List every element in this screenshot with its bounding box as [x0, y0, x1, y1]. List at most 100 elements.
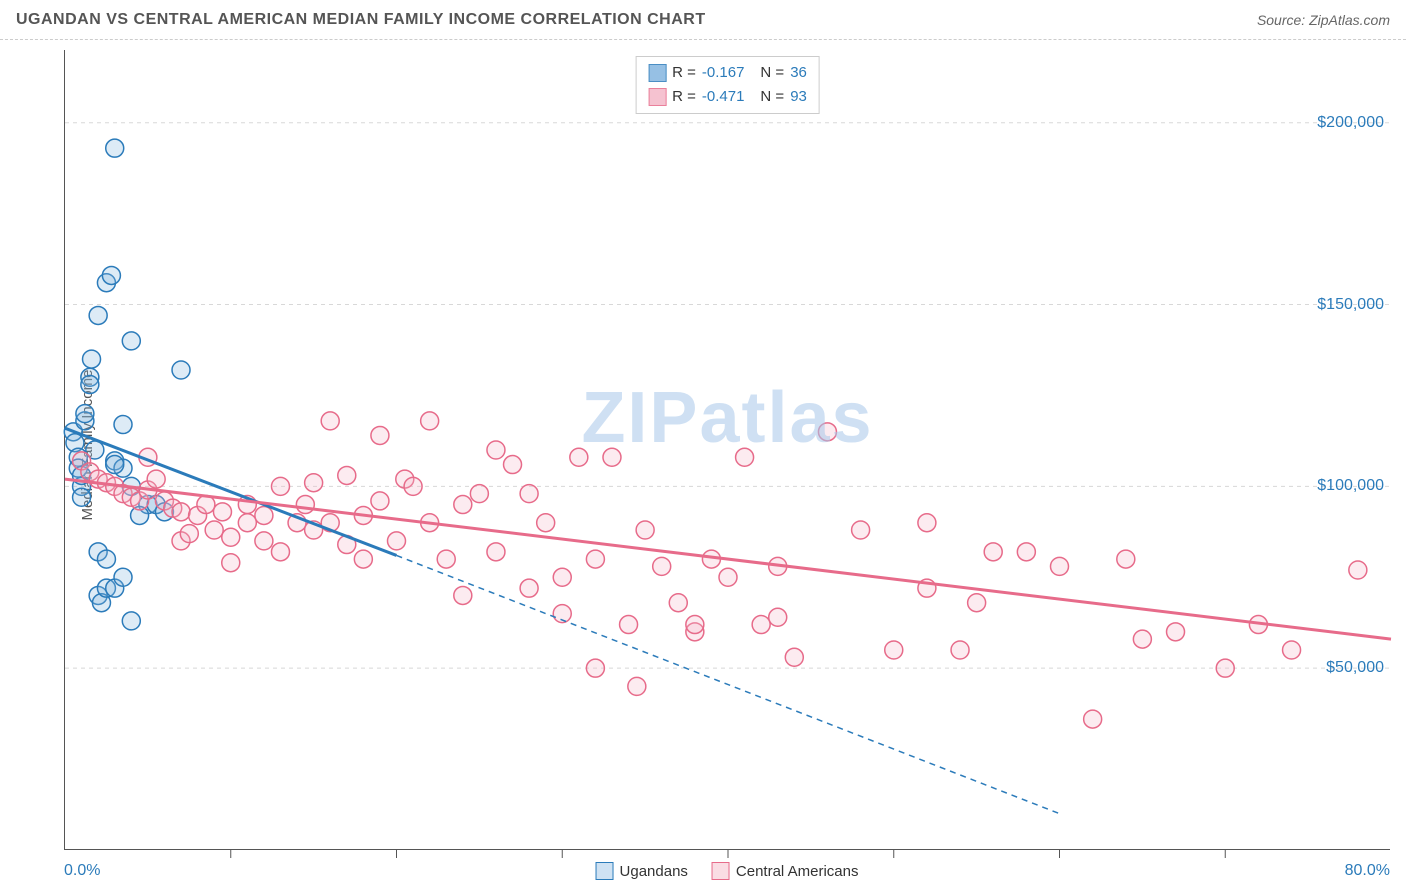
data-point [818, 423, 836, 441]
data-point [454, 496, 472, 514]
data-point [238, 514, 256, 532]
data-point [1349, 561, 1367, 579]
data-point [437, 550, 455, 568]
trend-line [65, 479, 1391, 639]
data-point [97, 550, 115, 568]
trend-line-dashed [397, 555, 1060, 813]
data-point [404, 477, 422, 495]
data-point [1084, 710, 1102, 728]
data-point [653, 557, 671, 575]
data-point [454, 586, 472, 604]
data-point [114, 416, 132, 434]
data-point [114, 568, 132, 586]
data-point [1283, 641, 1301, 659]
r-label: R = [672, 61, 696, 85]
y-tick-label: $50,000 [1326, 659, 1384, 677]
data-point [321, 412, 339, 430]
data-point [172, 503, 190, 521]
legend-item: Ugandans [596, 862, 688, 880]
chart-area: Median Family Income ZIPatlas R = -0.167… [16, 40, 1390, 850]
data-point [388, 532, 406, 550]
data-point [504, 456, 522, 474]
data-point [570, 448, 588, 466]
data-point [537, 514, 555, 532]
data-point [1017, 543, 1035, 561]
data-point [76, 405, 94, 423]
source-label: Source: ZipAtlas.com [1257, 12, 1390, 28]
data-point [487, 543, 505, 561]
data-point [222, 554, 240, 572]
data-point [271, 477, 289, 495]
stats-box: R = -0.167N = 36R = -0.471 N = 93 [635, 56, 820, 114]
data-point [1051, 557, 1069, 575]
data-point [83, 350, 101, 368]
data-point [984, 543, 1002, 561]
data-point [620, 616, 638, 634]
stats-row: R = -0.167N = 36 [648, 61, 807, 85]
legend-swatch [712, 862, 730, 880]
data-point [487, 441, 505, 459]
data-point [296, 496, 314, 514]
data-point [255, 506, 273, 524]
legend-bottom: Ugandans Central Americans [596, 862, 859, 880]
chart-svg [65, 50, 1390, 849]
data-point [719, 568, 737, 586]
data-point [222, 528, 240, 546]
data-point [603, 448, 621, 466]
header: UGANDAN VS CENTRAL AMERICAN MEDIAN FAMIL… [0, 0, 1406, 40]
y-tick-label: $200,000 [1317, 114, 1384, 132]
data-point [669, 594, 687, 612]
data-point [1133, 630, 1151, 648]
data-point [180, 525, 198, 543]
data-point [470, 485, 488, 503]
data-point [968, 594, 986, 612]
r-value: -0.471 [702, 85, 745, 109]
data-point [106, 139, 124, 157]
chart-title: UGANDAN VS CENTRAL AMERICAN MEDIAN FAMIL… [16, 11, 706, 29]
data-point [686, 616, 704, 634]
data-point [586, 550, 604, 568]
data-point [371, 492, 389, 510]
data-point [1216, 659, 1234, 677]
data-point [106, 456, 124, 474]
data-point [371, 426, 389, 444]
r-label: R = [672, 85, 696, 109]
data-point [520, 579, 538, 597]
data-point [81, 376, 99, 394]
data-point [305, 474, 323, 492]
data-point [553, 568, 571, 586]
x-axis-min: 0.0% [64, 862, 100, 880]
data-point [951, 641, 969, 659]
n-label: N = [760, 85, 784, 109]
legend-label: Central Americans [736, 863, 859, 880]
y-tick-label: $150,000 [1317, 296, 1384, 314]
data-point [172, 361, 190, 379]
footer: 0.0% UgandansCentral Americans 80.0% [64, 850, 1390, 892]
data-point [102, 266, 120, 284]
n-value: 93 [790, 85, 807, 109]
data-point [89, 306, 107, 324]
data-point [736, 448, 754, 466]
stats-row: R = -0.471 N = 93 [648, 85, 807, 109]
legend-label: Ugandans [620, 863, 688, 880]
data-point [73, 488, 91, 506]
data-point [520, 485, 538, 503]
data-point [354, 550, 372, 568]
data-point [338, 466, 356, 484]
data-point [852, 521, 870, 539]
data-point [1117, 550, 1135, 568]
n-value: 36 [790, 61, 807, 85]
plot-region: ZIPatlas R = -0.167N = 36R = -0.471N = 9… [64, 50, 1390, 850]
data-point [636, 521, 654, 539]
data-point [147, 470, 165, 488]
data-point [122, 612, 140, 630]
legend-item: Central Americans [712, 862, 859, 880]
data-point [586, 659, 604, 677]
r-value: -0.167 [702, 61, 745, 85]
series-swatch [648, 88, 666, 106]
data-point [628, 677, 646, 695]
data-point [421, 412, 439, 430]
series-swatch [648, 64, 666, 82]
data-point [205, 521, 223, 539]
data-point [918, 514, 936, 532]
